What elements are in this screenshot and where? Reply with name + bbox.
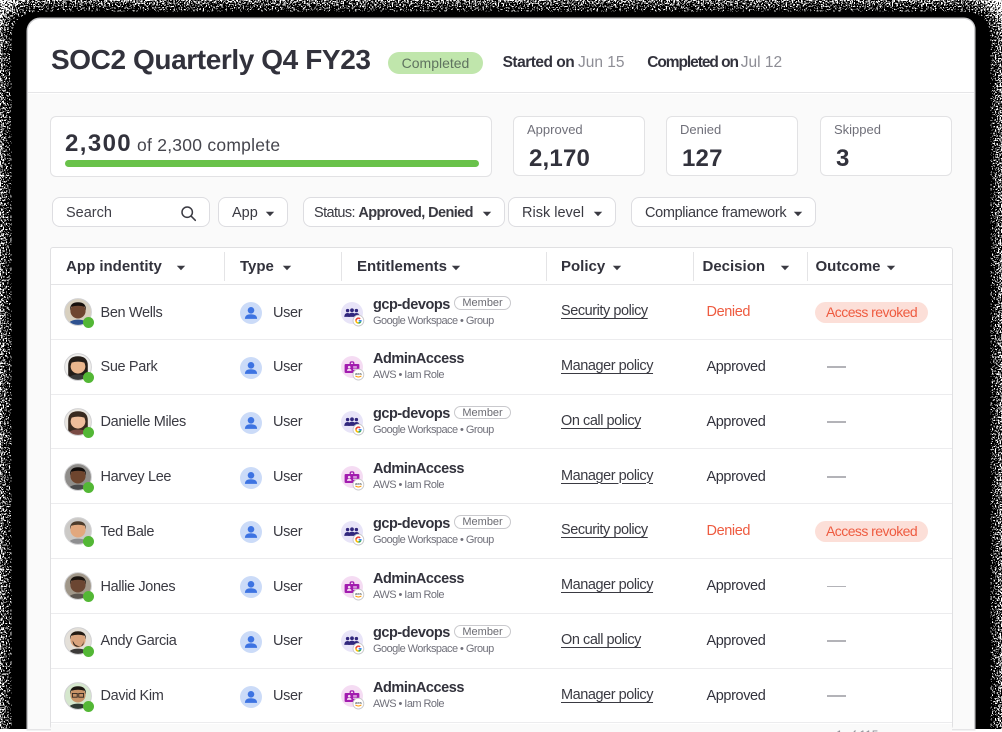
svg-text:aws: aws (355, 701, 362, 705)
svg-text:aws: aws (355, 482, 362, 486)
svg-text:aws: aws (355, 591, 362, 595)
svg-text:aws: aws (355, 372, 362, 376)
